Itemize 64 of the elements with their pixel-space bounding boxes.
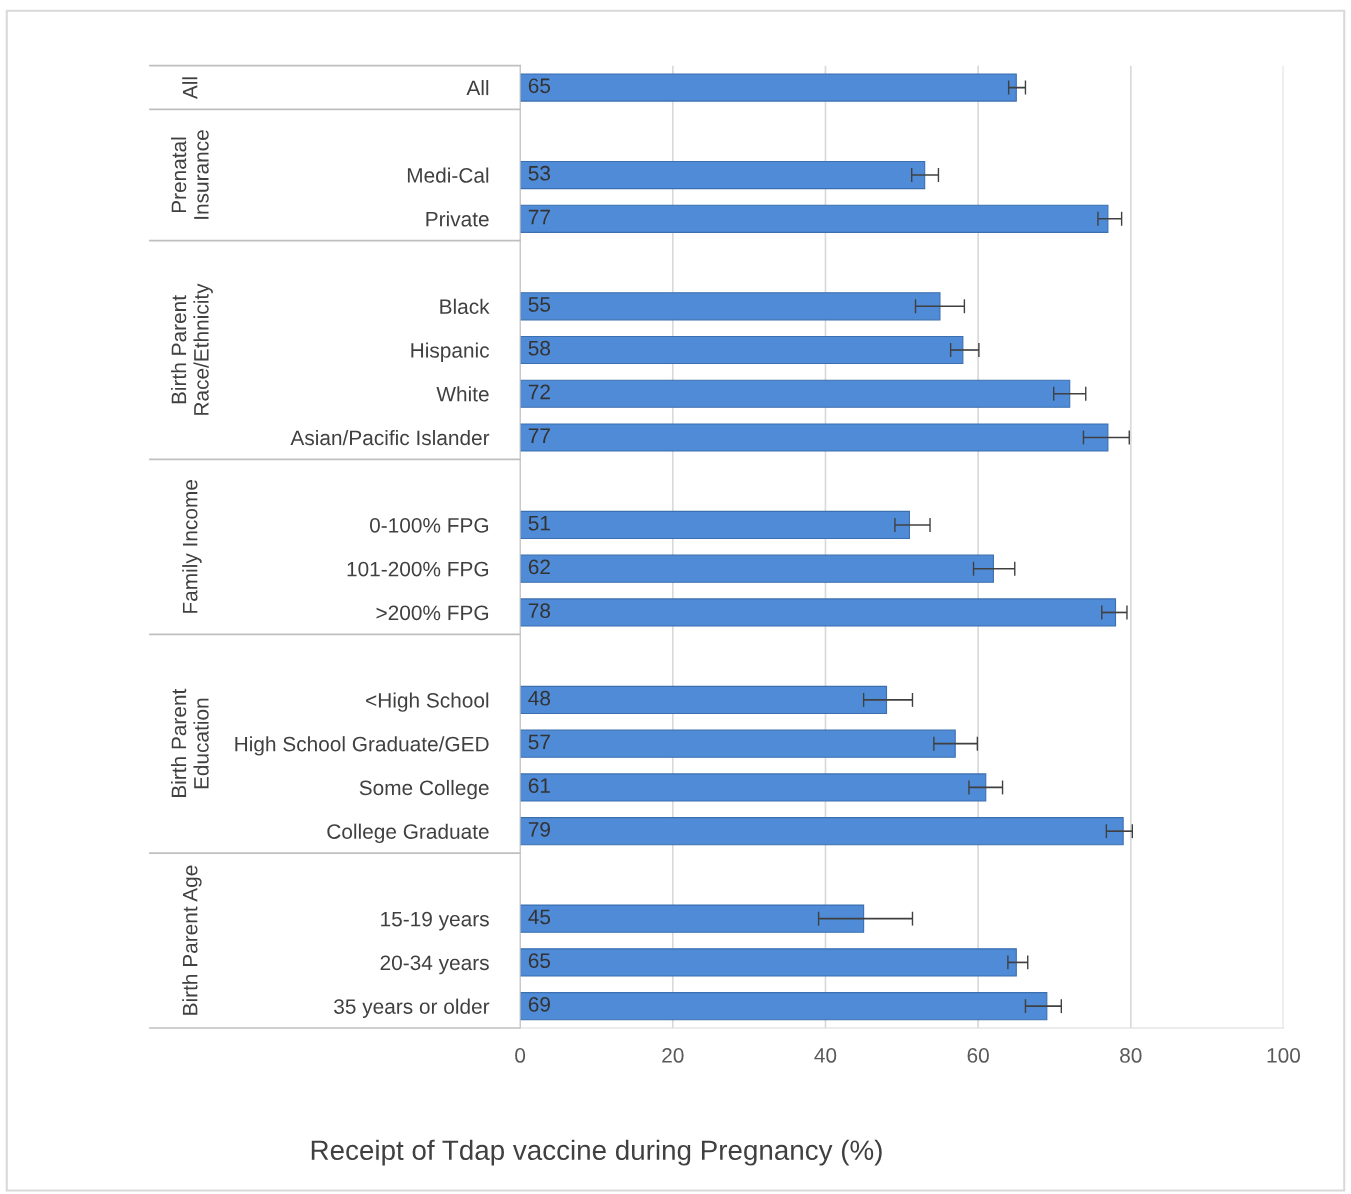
y-tick-label: All	[466, 79, 489, 96]
bar	[520, 335, 964, 365]
y-tick-label: >200% FPG	[376, 605, 489, 621]
data-label: 78	[528, 603, 551, 619]
bar	[520, 685, 888, 715]
data-label: 57	[528, 734, 550, 750]
x-tick-label: 0	[515, 1048, 526, 1063]
bar	[520, 817, 1124, 846]
bar	[520, 729, 956, 758]
y-tick-label: 20-34 years	[380, 955, 489, 975]
data-label: 61	[528, 778, 550, 794]
y-tick-label: Black	[440, 298, 490, 315]
y-tick-label: Private	[426, 211, 489, 227]
bar	[520, 423, 1109, 452]
data-label: 45	[528, 909, 551, 925]
data-label: 55	[528, 297, 551, 312]
y-tick-label: 0-100% FPG	[369, 517, 489, 533]
x-tick-label: 20	[662, 1048, 684, 1063]
bar	[520, 992, 1048, 1021]
data-label: 58	[528, 340, 551, 356]
y-tick-label: 35 years or older	[334, 998, 490, 1019]
text: Family Income	[182, 480, 202, 613]
y-tick-label: <High School	[366, 692, 489, 712]
x-tick-label: 60	[967, 1048, 989, 1063]
text: All	[182, 77, 198, 100]
y-tick-label: Some College	[359, 779, 489, 800]
bar	[520, 510, 910, 540]
data-label: 65	[528, 78, 551, 94]
x-tick-label: 40	[814, 1048, 837, 1063]
x-tick-label: 80	[1120, 1048, 1142, 1063]
y-tick-label: Hispanic	[411, 342, 490, 362]
y-tick-label: High School Graduate/GED	[235, 736, 489, 756]
y-tick-label: 101-200% FPG	[347, 561, 489, 577]
bar	[520, 773, 987, 802]
bar	[520, 160, 926, 190]
text: Birth Parent Education	[170, 688, 209, 797]
y-tick-label: 15-19 years	[381, 911, 489, 931]
x-axis-title: Receipt of Tdap vaccine during Pregnancy (%)	[311, 1139, 882, 1166]
data-label: 77	[528, 209, 550, 225]
text: Birth Parent Race/Ethnicity	[170, 283, 213, 415]
y-tick-label: College Graduate	[327, 823, 489, 844]
data-label: 79	[528, 822, 550, 837]
bar	[520, 292, 941, 321]
y-tick-label: White	[436, 386, 489, 402]
x-tick-label: 100	[1267, 1048, 1301, 1063]
bar	[520, 204, 1109, 233]
data-label: 53	[528, 165, 551, 181]
text: Birth Parent Age	[182, 865, 202, 1015]
data-label: 51	[528, 516, 550, 531]
y-tick-label: Asian/Pacific Islander	[290, 429, 490, 446]
data-label: 72	[528, 384, 550, 400]
bar	[520, 598, 1117, 627]
data-label: 69	[528, 997, 550, 1012]
bar	[520, 379, 1071, 408]
text: Prenatal Insurance	[170, 130, 209, 219]
bar	[520, 554, 994, 583]
data-label: 65	[528, 953, 551, 969]
data-label: 77	[528, 428, 550, 443]
y-tick-label: Medi-Cal	[407, 167, 489, 183]
bar	[520, 73, 1017, 102]
bar	[520, 948, 1017, 977]
data-label: 62	[528, 559, 550, 575]
bar	[520, 904, 865, 933]
data-label: 48	[528, 690, 551, 706]
